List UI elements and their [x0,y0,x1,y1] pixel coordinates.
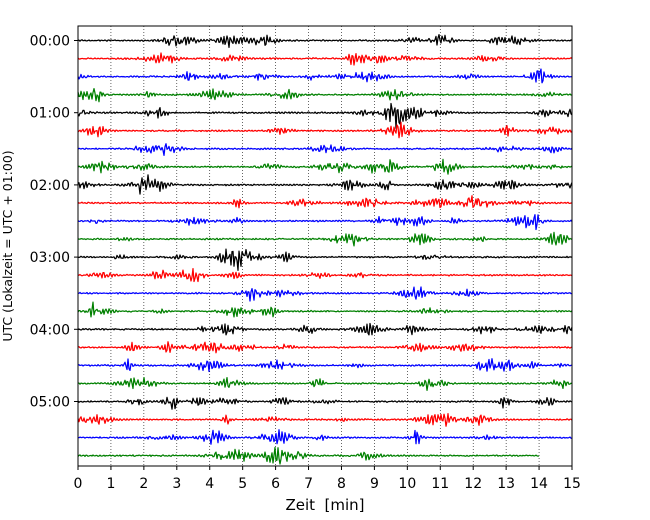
x-tick-label: 0 [74,476,83,492]
trace-0030 [77,68,573,84]
y-tick-label: 02:00 [30,178,70,194]
trace-0500 [77,396,573,410]
trace-0530 [77,429,573,445]
y-axis-ticks: 00:00 01:00 02:00 03:00 04:00 05:00 [30,34,78,411]
x-tick-label: 3 [172,476,181,492]
trace-0415 [77,341,573,354]
trace-0330 [77,286,573,302]
trace-0230 [77,214,573,231]
trace-0515 [77,413,573,427]
x-tick-label: 10 [398,476,416,492]
x-tick-label: 11 [431,476,449,492]
x-tick-label: 15 [563,476,581,492]
x-tick-label: 5 [238,476,247,492]
trace-0115 [77,121,573,139]
trace-0200 [77,174,573,195]
x-tick-label: 4 [205,476,214,492]
trace-0130 [77,143,573,157]
y-tick-label: 05:00 [30,395,70,411]
trace-0400 [77,322,573,336]
x-tick-label: 6 [271,476,280,492]
trace-0345 [77,301,573,318]
trace-0045 [77,87,573,103]
trace-0545 [77,446,540,465]
x-tick-label: 9 [370,476,379,492]
y-tick-label: 00:00 [30,34,70,50]
grid-lines [110,26,540,466]
plot-frame [77,25,573,467]
x-tick-label: 14 [530,476,548,492]
x-axis-label: Zeit [min] [285,496,364,514]
trace-0015 [77,52,573,66]
trace-0445 [77,376,573,391]
x-tick-label: 2 [139,476,148,492]
y-tick-label: 03:00 [30,250,70,266]
trace-0145 [77,158,573,175]
trace-0215 [77,195,573,209]
trace-0430 [77,358,573,373]
y-tick-label: 01:00 [30,106,70,122]
x-axis-ticks: 0 1 2 3 4 5 6 7 8 9 10 11 12 13 14 15 [74,466,581,492]
trace-0000 [77,34,573,49]
trace-0245 [77,231,573,247]
x-tick-label: 12 [464,476,482,492]
x-tick-label: 8 [337,476,346,492]
x-tick-label: 13 [497,476,515,492]
trace-0315 [77,267,573,283]
trace-0300 [77,248,573,271]
x-tick-label: 1 [106,476,115,492]
y-axis-label: UTC (Lokalzeit = UTC + 01:00) [0,150,15,341]
y-tick-label: 04:00 [30,322,70,338]
trace-0100 [77,102,573,129]
x-tick-label: 7 [304,476,313,492]
trace-lines [77,34,573,465]
